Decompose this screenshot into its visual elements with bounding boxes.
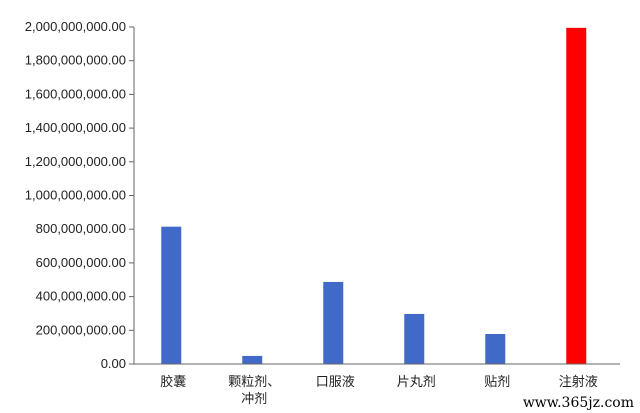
- y-tick-label: 800,000,000.00: [36, 221, 126, 236]
- axes: [133, 27, 620, 365]
- y-axis-ticks: 0.00 200,000,000.00 400,000,000.00 600,000,…: [25, 19, 134, 371]
- y-tick-label: 0.00: [101, 356, 126, 371]
- x-tick-label: 片丸剂: [397, 375, 436, 390]
- y-tick-label: 600,000,000.00: [36, 255, 126, 270]
- y-tick-label: 200,000,000.00: [36, 322, 126, 337]
- y-tick-label: 1,200,000,000.00: [25, 154, 126, 169]
- x-axis-labels: 胶囊 颗粒剂、冲剂 口服液 片丸剂 贴剂 注射液: [160, 374, 598, 407]
- bar: [566, 27, 587, 365]
- x-tick-label: 颗粒剂、冲剂: [228, 375, 280, 407]
- x-tick-label: 胶囊: [160, 374, 186, 390]
- y-tick-label: 1,400,000,000.00: [25, 120, 126, 135]
- y-tick-label: 1,000,000,000.00: [25, 188, 126, 203]
- y-tick-label: 400,000,000.00: [36, 289, 126, 304]
- bar: [404, 313, 425, 364]
- bar: [242, 355, 263, 364]
- bar: [161, 226, 182, 364]
- x-tick-label: 注射液: [559, 374, 598, 390]
- bar: [323, 281, 344, 364]
- x-tick-label: 贴剂: [484, 375, 510, 390]
- bar: [485, 334, 506, 364]
- y-tick-label: 1,800,000,000.00: [25, 53, 126, 68]
- y-tick-label: 2,000,000,000.00: [25, 19, 126, 34]
- bars: [161, 27, 587, 365]
- watermark: www.365jz.com: [522, 395, 634, 411]
- y-tick-label: 1,600,000,000.00: [25, 86, 126, 101]
- x-tick-label: 口服液: [316, 375, 355, 390]
